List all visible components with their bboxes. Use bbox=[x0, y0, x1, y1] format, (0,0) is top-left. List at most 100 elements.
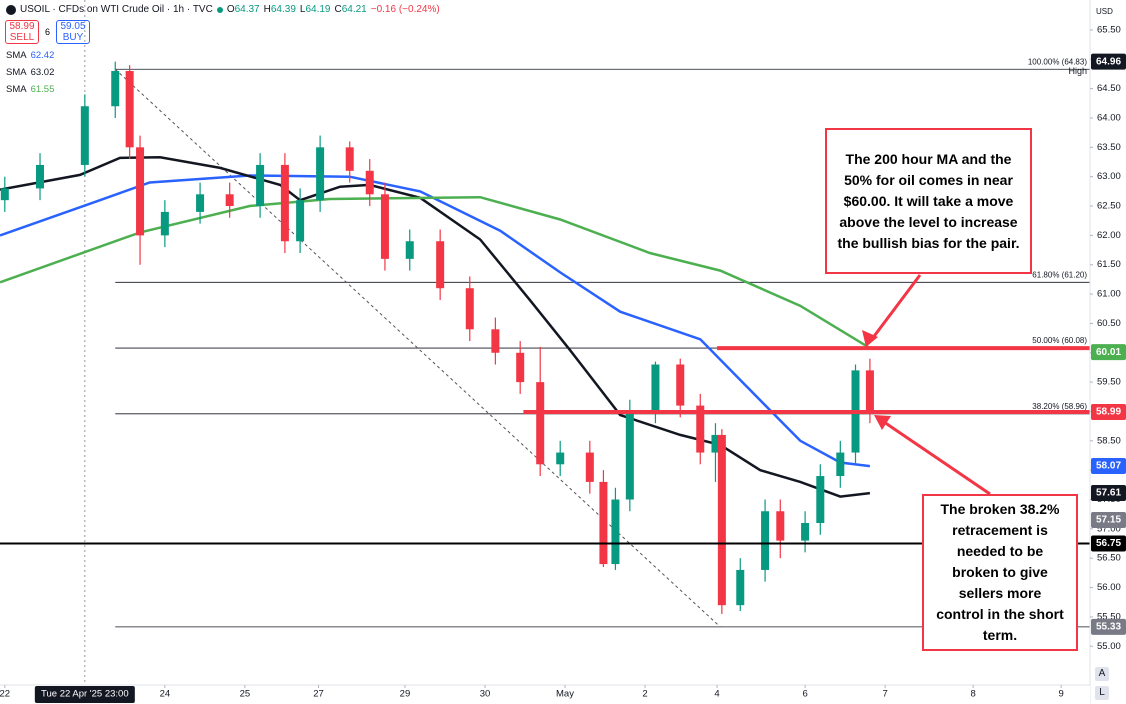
price-badge-label: 60.01 bbox=[1096, 347, 1121, 358]
sell-button[interactable]: 58.99 SELL bbox=[5, 20, 39, 44]
legend-name: SMA bbox=[6, 50, 27, 61]
candle-body bbox=[836, 452, 845, 477]
price-badge bbox=[1091, 485, 1126, 502]
currency: USD bbox=[1096, 7, 1113, 16]
candle-body bbox=[160, 211, 169, 236]
ohlc: O64.37 H64.39 L64.19 C64.21 bbox=[227, 4, 367, 15]
fib-label: 100.00% (64.83) bbox=[1028, 57, 1087, 66]
price-badge-label: 64.96 bbox=[1096, 56, 1121, 67]
y-tick-label: 64.00 bbox=[1097, 112, 1121, 123]
legend-name: SMA bbox=[6, 67, 27, 78]
candle-body bbox=[599, 481, 608, 565]
ohlc-value: 64.39 bbox=[270, 4, 296, 15]
time-axis bbox=[0, 685, 1090, 704]
y-tick-label: 56.00 bbox=[1097, 582, 1121, 593]
cursor-label-bg bbox=[34, 686, 135, 703]
candle-body bbox=[436, 241, 445, 289]
price-badge bbox=[1091, 512, 1126, 529]
x-tick-label: 22 bbox=[0, 689, 10, 700]
ohlc-label: C bbox=[334, 4, 342, 15]
x-tick-label: 30 bbox=[480, 689, 491, 700]
header: USOIL · CFDs on WTI Crude Oil · 1h · TVC… bbox=[6, 4, 440, 15]
symbol-icon bbox=[6, 4, 16, 15]
candle-body bbox=[225, 194, 234, 207]
legend-entry: SMA 63.02 bbox=[6, 67, 54, 78]
candle-body bbox=[711, 434, 720, 453]
y-tick-label: 57.00 bbox=[1097, 523, 1121, 534]
y-tick-label: 55.00 bbox=[1097, 641, 1121, 652]
candle-body bbox=[345, 147, 354, 171]
price-badge bbox=[1091, 53, 1126, 70]
buy-button[interactable]: 59.05 BUY bbox=[56, 20, 91, 44]
sell-label: SELL bbox=[9, 32, 35, 43]
x-tick-label: 2 bbox=[642, 689, 647, 700]
y-tick-label: 55.50 bbox=[1097, 611, 1121, 622]
price-badge-label: 55.33 bbox=[1096, 622, 1121, 633]
candle-body bbox=[536, 382, 545, 465]
ohlc-label: O bbox=[226, 4, 235, 15]
price-badge-label: 58.99 bbox=[1096, 407, 1121, 418]
y-tick-label: 61.50 bbox=[1097, 259, 1121, 270]
cursor-label: Tue 22 Apr '25 23:00 bbox=[41, 689, 129, 700]
candle-body bbox=[651, 364, 660, 412]
candle-body bbox=[865, 370, 874, 413]
ohlc-value: 64.19 bbox=[305, 4, 331, 15]
candle-body bbox=[365, 170, 374, 195]
candle-body bbox=[585, 452, 594, 482]
candle-body bbox=[316, 147, 325, 201]
arrow bbox=[883, 420, 991, 496]
ohlc-value: 64.21 bbox=[341, 4, 367, 15]
y-tick-label: 63.50 bbox=[1097, 142, 1121, 153]
candle-body bbox=[611, 499, 620, 565]
auto-button[interactable]: A bbox=[1095, 667, 1109, 681]
sma-line bbox=[0, 174, 871, 468]
y-tick-label: 65.50 bbox=[1097, 24, 1121, 35]
fib-label: 61.80% (61.20) bbox=[1032, 270, 1087, 279]
y-tick-label: 61.00 bbox=[1097, 289, 1121, 300]
candle-body bbox=[676, 364, 685, 406]
y-tick-label: 63.00 bbox=[1097, 171, 1121, 182]
candle-body bbox=[405, 241, 414, 259]
change: −0.16 (−0.24%) bbox=[370, 4, 440, 15]
x-tick-label: 9 bbox=[1059, 689, 1064, 700]
ohlc-value: 64.37 bbox=[234, 4, 260, 15]
buy-label: BUY bbox=[62, 32, 84, 43]
log-button[interactable]: L bbox=[1095, 686, 1109, 700]
candle-body bbox=[717, 434, 726, 606]
plot: 100.00% (64.83) 61.80% (61.20) 50.00% (60.… bbox=[0, 0, 1090, 685]
candle-body bbox=[380, 194, 389, 259]
y-tick-label: 58.50 bbox=[1097, 435, 1121, 446]
fib-label: 50.00% (60.08) bbox=[1032, 336, 1087, 345]
legend-value: 62.42 bbox=[30, 50, 55, 61]
candle-body bbox=[196, 194, 205, 212]
x-tick-label: 4 bbox=[714, 689, 719, 700]
price-badge bbox=[1091, 344, 1126, 361]
candle-body bbox=[465, 288, 474, 330]
x-tick-label: 7 bbox=[882, 689, 887, 700]
sma-line bbox=[0, 156, 871, 498]
price-badge bbox=[1091, 535, 1126, 552]
ohlc-label: L bbox=[299, 4, 306, 15]
annotation: The broken 38.2% retracement is needed t… bbox=[922, 494, 1078, 651]
ohlc-label: H bbox=[263, 4, 271, 15]
y-tick-label: 60.50 bbox=[1097, 318, 1121, 329]
legend-entry: SMA 62.42 bbox=[6, 50, 54, 61]
legend-entry: SMA 61.55 bbox=[6, 84, 54, 95]
candle-body bbox=[776, 511, 785, 541]
candle-body bbox=[36, 164, 45, 189]
title: USOIL · CFDs on WTI Crude Oil · 1h · TVC bbox=[20, 4, 213, 15]
candle-body bbox=[625, 411, 634, 500]
fib-label: 38.20% (58.96) bbox=[1032, 402, 1087, 411]
sma-line bbox=[0, 195, 871, 350]
x-tick-label: 27 bbox=[313, 689, 324, 700]
y-tick-label: 62.00 bbox=[1097, 230, 1121, 241]
price-badge-label: 56.75 bbox=[1096, 538, 1121, 549]
legend-value: 61.55 bbox=[30, 84, 55, 95]
candle-body bbox=[0, 188, 9, 201]
candle-body bbox=[761, 511, 770, 570]
price-badge bbox=[1091, 618, 1126, 635]
price-tag: High bbox=[1068, 66, 1087, 76]
candle-body bbox=[516, 352, 525, 383]
arrow-head bbox=[874, 415, 891, 430]
